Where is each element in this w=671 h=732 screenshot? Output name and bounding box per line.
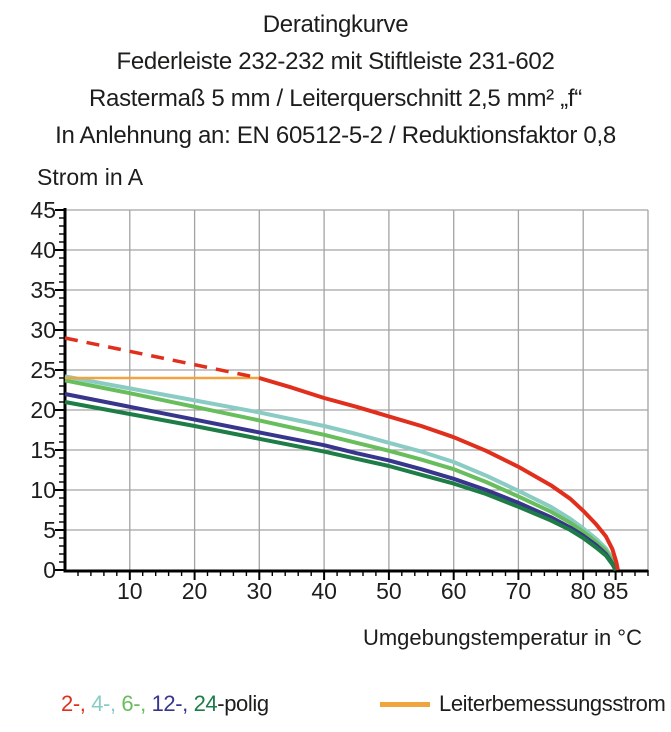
y-tick-label: 25: [30, 357, 56, 383]
y-tick-label: 0: [43, 557, 56, 583]
curve-12-polig: [64, 392, 618, 571]
legend-rated-current: Leiterbemessungsstrom: [380, 691, 666, 717]
rated-current-line-swatch: [380, 701, 430, 707]
x-tick-label: 60: [440, 578, 467, 604]
curve-24-polig: [64, 400, 618, 571]
y-tick-label: 10: [30, 477, 56, 503]
legend-pole-segment: 2-,: [61, 691, 92, 716]
x-tick-label: 70: [505, 578, 532, 604]
chart-title-block: Deratingkurve Federleiste 232-232 mit St…: [0, 6, 671, 154]
legend-pole-segment: 12-,: [151, 691, 194, 716]
legend-pole-counts: 2-, 4-, 6-, 12-, 24-polig: [61, 691, 269, 717]
x-axis-title: Umgebungstemperatur in °C: [362, 625, 642, 650]
legend-pole-segment: 4-,: [91, 691, 122, 716]
chart-title-line-2: Federleiste 232-232 mit Stiftleiste 231-…: [116, 48, 555, 75]
chart-title-line-4: In Anlehnung an: EN 60512-5-2 / Reduktio…: [55, 122, 616, 149]
curve-6-polig: [64, 378, 619, 571]
rated-current-label: Leiterbemessungsstrom: [439, 691, 666, 716]
chart-title-line-1: Deratingkurve: [262, 11, 409, 38]
x-tick-label: 10: [116, 578, 143, 604]
x-tick-label: 80: [570, 578, 597, 604]
curve-2-polig-gestrichelt: [64, 336, 260, 380]
legend-pole-segment: 6-,: [121, 691, 152, 716]
y-tick-label: 15: [30, 437, 56, 463]
y-tick-label: 5: [43, 517, 56, 543]
y-tick-label: 35: [30, 277, 56, 303]
curve-2-polig: [258, 376, 620, 571]
x-tick-label: 40: [311, 578, 337, 604]
y-tick-label: 30: [30, 317, 56, 343]
chart-title-line-3: Rastermaß 5 mm / Leiterquerschnitt 2,5 m…: [89, 85, 582, 112]
y-tick-label: 20: [30, 397, 56, 423]
y-tick-label: 45: [30, 197, 56, 223]
x-tick-label: 85: [602, 578, 629, 604]
y-tick-label: 40: [30, 237, 56, 263]
y-axis-title: Strom in A: [37, 164, 144, 190]
x-tick-label: 20: [181, 578, 208, 604]
curve-4-polig: [64, 374, 619, 571]
x-tick-label: 30: [246, 578, 273, 604]
x-tick-label: 50: [376, 578, 402, 604]
legend-pole-segment: -polig: [217, 691, 269, 716]
legend-pole-segment: 24: [193, 691, 218, 716]
